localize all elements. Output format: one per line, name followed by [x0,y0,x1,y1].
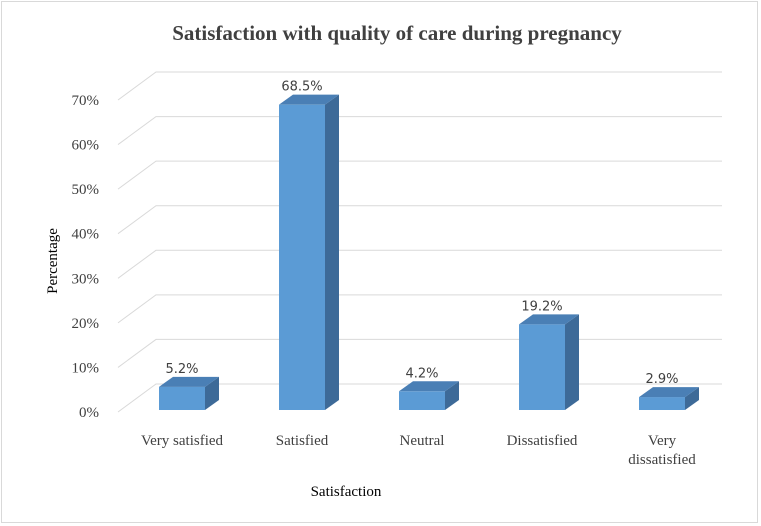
y-axis-title: Percentage [45,228,61,294]
data-label: 2.9% [645,372,678,387]
y-tick-label: 20% [72,316,100,332]
bar [279,94,339,410]
bar-side [565,314,579,410]
data-labels: 5.2% 68.5% 4.2% 19.2% 2.9% [165,80,678,387]
gridline [117,205,722,235]
y-tick-label: 60% [72,138,100,154]
bar-top [279,94,339,105]
x-tick-label: dissatisfied [628,452,696,468]
y-tick-label: 50% [72,182,100,198]
data-label: 5.2% [165,362,198,377]
x-tick-label: Very [648,433,677,449]
bar-side [685,387,699,410]
bar-side [325,94,339,410]
y-tick-label: 30% [72,271,100,287]
bar [159,376,219,410]
gridline [117,338,722,368]
y-tick-label: 0% [79,405,99,421]
x-tick-label: Very satisfied [141,433,224,449]
y-tick-label: 70% [72,93,100,109]
y-tick-label: 40% [72,227,100,243]
data-label: 68.5% [281,80,322,95]
gridline [117,160,722,190]
chart-title: Satisfaction with quality of care during… [172,21,622,45]
bar [399,381,459,410]
gridlines [117,71,722,413]
bar-top [159,376,219,387]
y-axis-ticks: 0% 10% 20% 30% 40% 50% 60% 70% [72,93,100,421]
gridline [117,294,722,324]
bars [159,94,699,410]
bar-front [159,386,205,410]
gridline [117,249,722,279]
x-tick-label: Dissatisfied [507,433,578,449]
bar-side [445,381,459,410]
x-axis-categories: Very satisfied Satisfied Neutral Dissatisfi… [141,433,696,468]
bar-top [399,381,459,392]
data-label: 4.2% [405,366,438,381]
gridline [117,71,722,101]
y-tick-label: 10% [72,360,100,376]
x-axis-title: Satisfaction [311,484,382,500]
x-tick-label: Satisfied [276,433,329,449]
bar-side [205,376,219,410]
x-tick-label: Neutral [400,433,445,449]
data-label: 19.2% [521,299,562,314]
gridline [117,116,722,145]
bar-top [519,314,579,325]
bar-front [399,391,445,410]
bar [639,387,699,410]
bar [519,314,579,410]
bar-front [639,397,685,410]
bar-top [639,387,699,398]
bar-front [519,324,565,410]
bar-front [279,104,325,410]
